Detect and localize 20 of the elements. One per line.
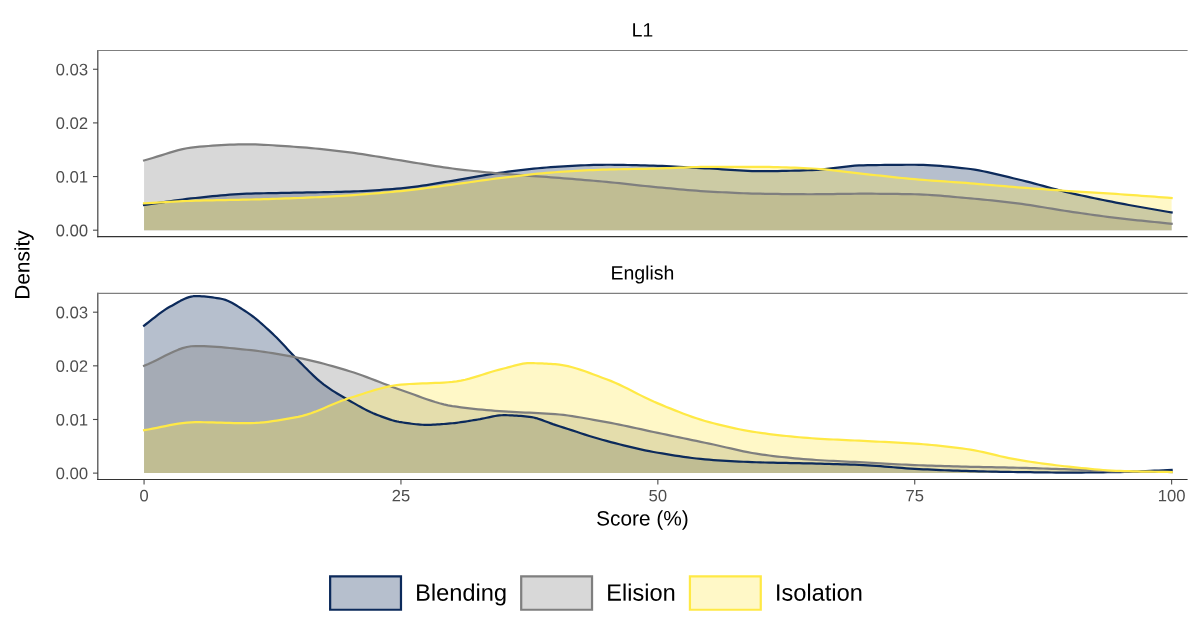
y-axis-title: Density bbox=[14, 230, 34, 299]
x-tick-label: 0 bbox=[140, 489, 149, 502]
y-tick-label: 0.03 bbox=[56, 63, 88, 76]
y-tick-label: 0.01 bbox=[56, 413, 88, 426]
chart-title: L1 bbox=[633, 23, 653, 37]
y-tick-label: 0.03 bbox=[56, 306, 88, 319]
x-tick-label: 100 bbox=[1158, 489, 1185, 502]
legend-label: Blending bbox=[417, 583, 506, 606]
y-tick-label: 0.02 bbox=[56, 117, 88, 130]
y-tick-label: 0.02 bbox=[56, 360, 88, 373]
y-tick-label: 0.01 bbox=[56, 170, 88, 183]
chart-title: English bbox=[612, 265, 674, 284]
x-tick-label: 25 bbox=[392, 489, 410, 502]
y-tick-label: 0.00 bbox=[56, 224, 88, 237]
legend-label: Isolation bbox=[777, 583, 862, 601]
x-tick-label: 50 bbox=[649, 489, 667, 502]
legend-label: Elision bbox=[608, 583, 675, 601]
x-axis-title: Score (%) bbox=[597, 510, 688, 530]
x-tick-label: 75 bbox=[906, 489, 924, 502]
y-tick-label: 0.00 bbox=[56, 467, 88, 480]
